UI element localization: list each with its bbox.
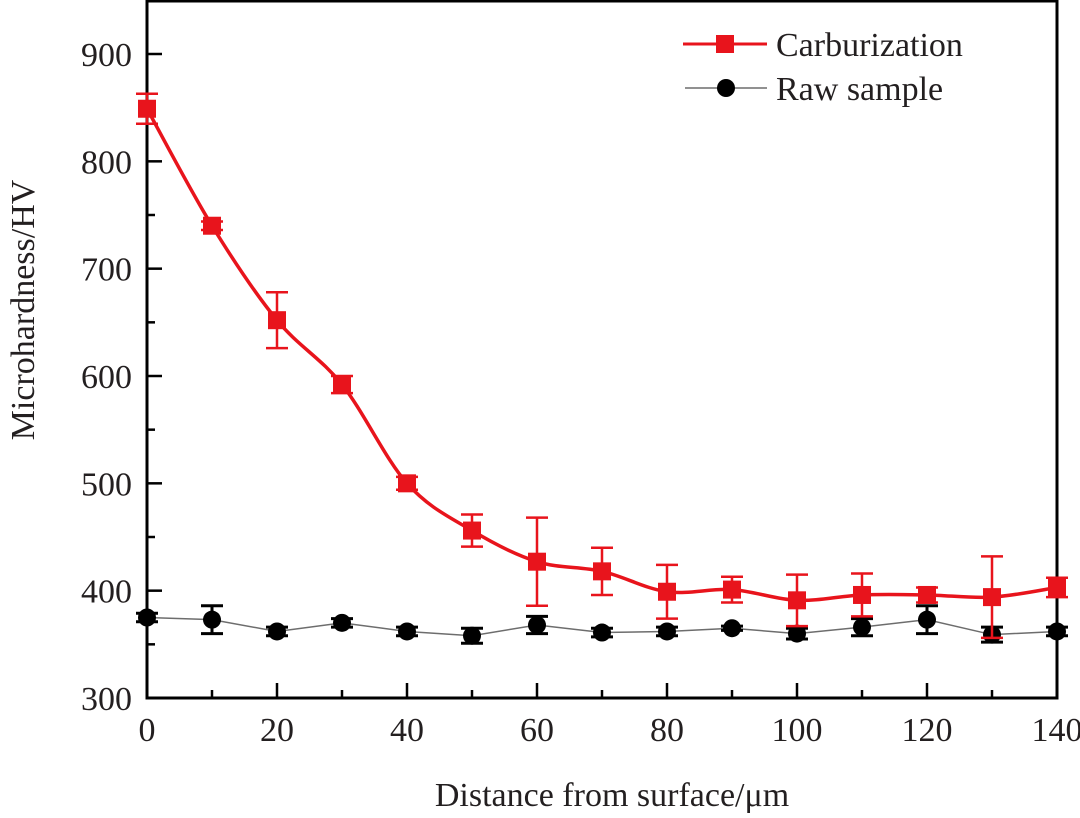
- data-point-carburization: [203, 216, 221, 235]
- y-tick-label: 600: [81, 359, 132, 396]
- data-point-raw-sample: [1048, 622, 1066, 641]
- data-point-carburization: [983, 588, 1001, 607]
- data-point-raw-sample: [853, 618, 871, 637]
- data-point-raw-sample: [203, 610, 221, 629]
- y-axis-title: Microhardness/HV: [5, 179, 42, 440]
- data-point-raw-sample: [918, 610, 936, 629]
- data-point-raw-sample: [658, 622, 676, 641]
- data-point-carburization: [268, 311, 286, 330]
- data-point-carburization: [398, 474, 416, 493]
- data-point-carburization: [918, 585, 936, 604]
- y-tick-label: 500: [81, 466, 132, 503]
- data-point-raw-sample: [268, 622, 286, 641]
- legend-label-carburization: Carburization: [776, 27, 963, 64]
- x-tick-labels: 0 20 40 60 80 100 120 140: [139, 712, 1080, 749]
- data-point-raw-sample: [333, 613, 351, 632]
- data-point-carburization: [723, 580, 741, 599]
- data-point-raw-sample: [723, 619, 741, 638]
- series-line-carburization: [145, 107, 1058, 603]
- y-tick-label: 800: [81, 144, 132, 181]
- data-point-carburization: [1048, 578, 1066, 597]
- legend-label-raw-sample: Raw sample: [776, 71, 943, 108]
- data-point-carburization: [853, 585, 871, 604]
- y-tick-label: 300: [81, 681, 132, 718]
- data-point-raw-sample: [463, 626, 481, 645]
- data-point-carburization: [333, 375, 351, 394]
- axis-ticks: [145, 52, 1059, 700]
- data-point-carburization: [593, 562, 611, 581]
- series-raw-sample: [136, 604, 1068, 645]
- legend-marker-raw-sample: [717, 79, 735, 97]
- x-tick-label: 20: [260, 712, 294, 749]
- y-tick-label: 900: [81, 37, 132, 74]
- data-point-carburization: [788, 591, 806, 610]
- data-point-carburization: [528, 552, 546, 571]
- data-point-carburization: [463, 521, 481, 540]
- x-tick-label: 80: [650, 712, 684, 749]
- y-tick-label: 400: [81, 574, 132, 611]
- data-point-raw-sample: [138, 608, 156, 627]
- data-point-carburization: [138, 99, 156, 118]
- x-tick-label: 120: [902, 712, 953, 749]
- x-tick-label: 40: [390, 712, 424, 749]
- legend-marker-carburization: [716, 35, 734, 53]
- legend: Carburization Raw sample: [683, 27, 963, 108]
- x-tick-label: 60: [520, 712, 554, 749]
- x-axis-title: Distance from surface/μm: [435, 777, 789, 814]
- x-tick-label: 140: [1032, 712, 1080, 749]
- x-tick-label: 0: [139, 712, 156, 749]
- series-carburization: [136, 92, 1068, 640]
- data-point-raw-sample: [593, 623, 611, 642]
- y-tick-label: 700: [81, 252, 132, 289]
- series-layer: [136, 92, 1068, 645]
- data-point-carburization: [658, 582, 676, 601]
- data-point-raw-sample: [398, 622, 416, 641]
- data-point-raw-sample: [788, 624, 806, 643]
- data-point-raw-sample: [528, 616, 546, 635]
- x-tick-label: 100: [772, 712, 823, 749]
- y-tick-labels: 300 400 500 600 700 800 900: [81, 37, 132, 718]
